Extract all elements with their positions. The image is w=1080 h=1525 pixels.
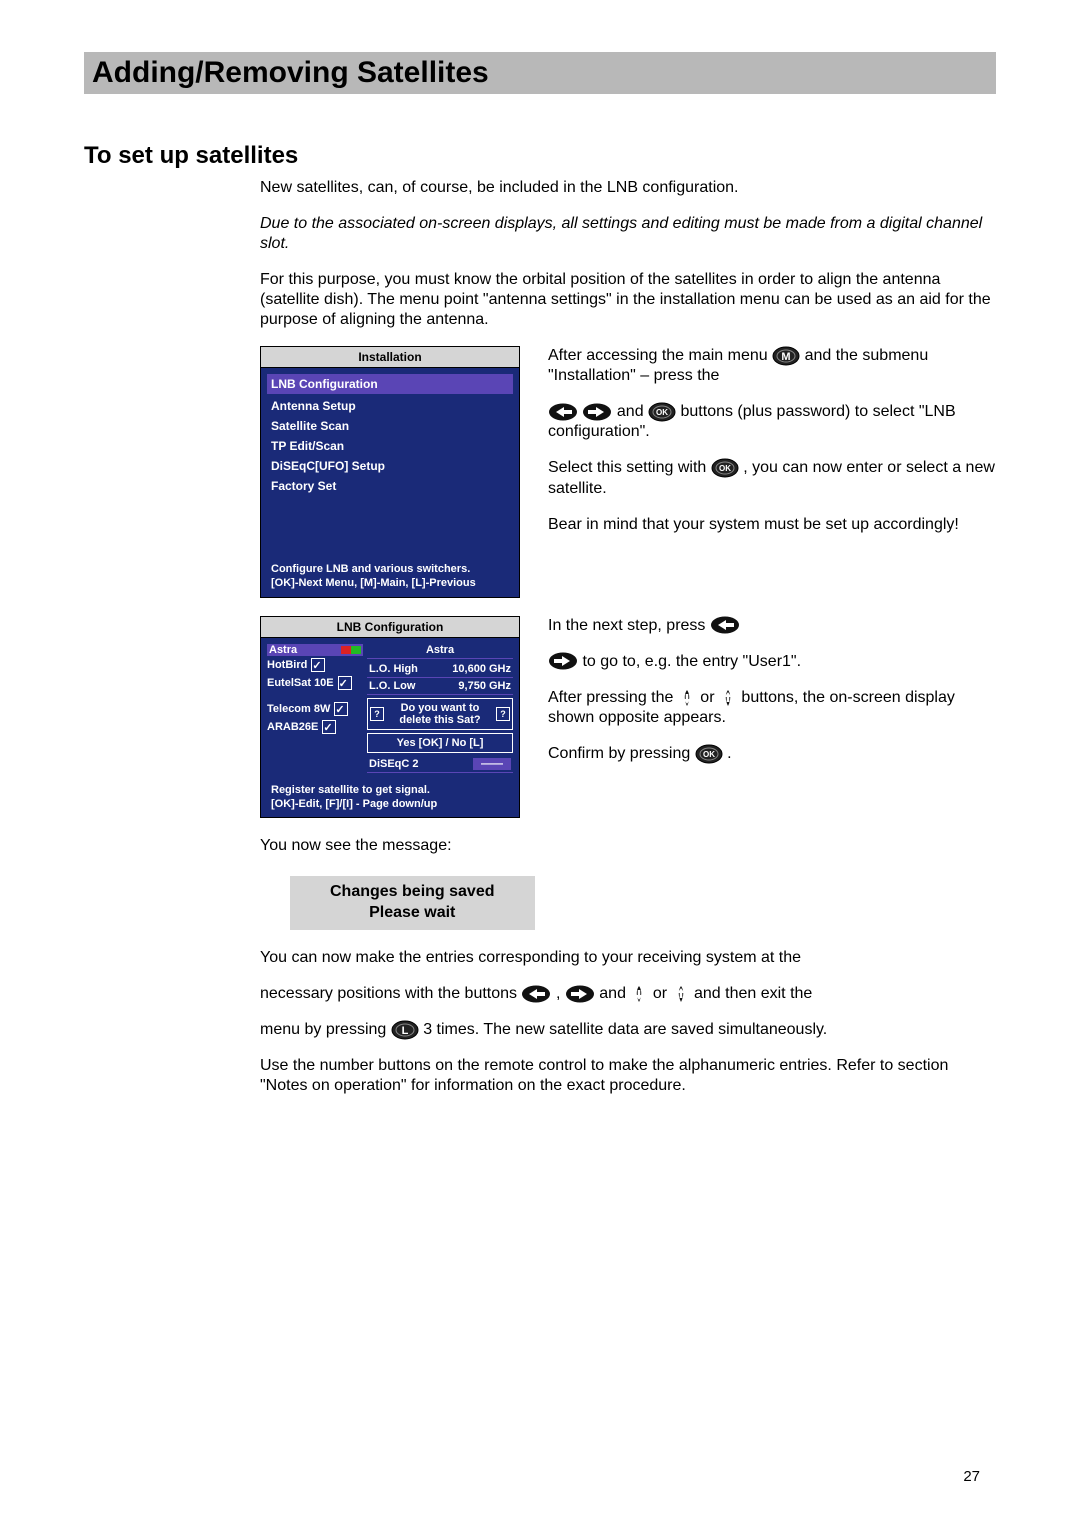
ok-button-icon: OK: [648, 402, 676, 422]
s3: After pressing the or buttons, the on-sc…: [548, 688, 996, 728]
shot1-item: Antenna Setup: [271, 396, 509, 416]
right-arrow-icon: [565, 985, 595, 1003]
shot2-modal-answer: Yes [OK] / No [L]: [367, 733, 513, 753]
t3: menu by pressing L 3 times. The new sate…: [260, 1020, 996, 1040]
msg-line2: Please wait: [330, 903, 495, 924]
msg-line1: Changes being saved: [330, 882, 495, 903]
shot1-item-selected: LNB Configuration: [267, 374, 513, 394]
t4: Use the number buttons on the remote con…: [260, 1056, 996, 1096]
l-button-icon: L: [391, 1020, 419, 1040]
shot2-right-row: L.O. Low9,750 GHz: [367, 678, 513, 695]
shot2-title: LNB Configuration: [261, 617, 519, 638]
left-arrow-icon: [548, 403, 578, 421]
ok-button-icon: OK: [711, 458, 739, 478]
shot2-right-row: DiSEqC 2——: [367, 756, 513, 773]
shot2-left-row: HotBird✓: [267, 656, 363, 674]
s2: to go to, e.g. the entry "User1".: [548, 652, 996, 672]
shot1-foot1: Configure LNB and various switchers.: [271, 562, 509, 576]
intro-p2: Due to the associated on-screen displays…: [260, 214, 996, 254]
down-arrow-icon: [678, 688, 696, 708]
svg-text:OK: OK: [656, 408, 668, 417]
shot2-right-row: L.O. High10,600 GHz: [367, 661, 513, 678]
ok-button-icon: OK: [695, 744, 723, 764]
s1: In the next step, press: [548, 616, 996, 636]
shot2-right-head: Astra: [367, 644, 513, 659]
shot1-foot2: [OK]-Next Menu, [M]-Main, [L]-Previous: [271, 576, 509, 590]
t2: necessary positions with the buttons , a…: [260, 984, 996, 1004]
shot1-item: DiSEqC[UFO] Setup: [271, 456, 509, 476]
shot2-foot2: [OK]-Edit, [F]/[I] - Page down/up: [271, 797, 509, 811]
t1: You can now make the entries correspondi…: [260, 948, 996, 968]
r3: Select this setting with OK , you can no…: [548, 458, 996, 498]
shot2-foot1: Register satellite to get signal.: [271, 783, 509, 797]
shot1-item: TP Edit/Scan: [271, 436, 509, 456]
r2: and OK buttons (plus password) to select…: [548, 402, 996, 442]
after1: You now see the message:: [260, 836, 996, 856]
up-arrow-icon: [672, 984, 690, 1004]
down-arrow-icon: [630, 984, 648, 1004]
page-number: 27: [963, 1468, 980, 1485]
saving-message-box: Changes being saved Please wait: [290, 876, 535, 930]
section-heading: To set up satellites: [84, 142, 996, 170]
shot2-left-row: EutelSat 10E✓: [267, 674, 363, 692]
r4: Bear in mind that your system must be se…: [548, 515, 996, 535]
svg-text:L: L: [401, 1025, 408, 1037]
shot1-item: Factory Set: [271, 476, 509, 496]
svg-text:OK: OK: [703, 750, 715, 759]
shot2-left-row: ARAB26E✓: [267, 718, 363, 736]
shot2-modal-question: ?Do you want to delete this Sat??: [367, 698, 513, 730]
intro-p3: For this purpose, you must know the orbi…: [260, 270, 996, 330]
right-arrow-icon: [582, 403, 612, 421]
m-button-icon: M: [772, 346, 800, 366]
svg-text:M: M: [782, 351, 791, 363]
screenshot-installation: Installation LNB Configuration Antenna S…: [260, 346, 520, 598]
s4: Confirm by pressing OK .: [548, 744, 996, 764]
svg-text:OK: OK: [719, 464, 731, 473]
r1: After accessing the main menu M and the …: [548, 346, 996, 386]
intro-p1: New satellites, can, of course, be inclu…: [260, 178, 996, 198]
screenshot-lnb-config: LNB Configuration Astra HotBird✓ EutelSa…: [260, 616, 520, 819]
left-arrow-icon: [521, 985, 551, 1003]
left-arrow-icon: [710, 616, 740, 634]
page-title-bar: Adding/Removing Satellites: [84, 52, 996, 94]
shot2-left-row: Astra: [267, 644, 363, 656]
right-arrow-icon: [548, 652, 578, 670]
shot1-title: Installation: [261, 347, 519, 368]
up-arrow-icon: [719, 688, 737, 708]
shot2-left-row: Telecom 8W✓: [267, 700, 363, 718]
shot1-item: Satellite Scan: [271, 416, 509, 436]
